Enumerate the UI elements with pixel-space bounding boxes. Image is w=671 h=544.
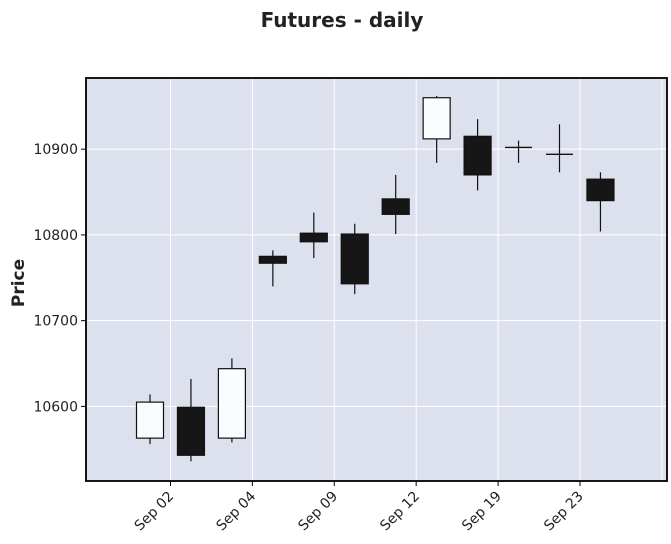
x-tick-label: Sep 04 bbox=[213, 488, 259, 534]
y-tick-label: 10800 bbox=[33, 228, 78, 244]
candle-up bbox=[505, 140, 533, 163]
candle-body bbox=[135, 401, 165, 439]
candle-down bbox=[258, 250, 287, 287]
x-tick-label: Sep 19 bbox=[459, 489, 505, 535]
candle-body bbox=[176, 406, 206, 456]
candle-up bbox=[422, 96, 451, 163]
y-axis-ticks: 10600 10700 10800 10900 bbox=[33, 142, 86, 415]
candle-body bbox=[586, 178, 615, 202]
candles bbox=[135, 96, 615, 462]
candle-down bbox=[299, 212, 328, 259]
x-tick-label: Sep 09 bbox=[295, 489, 341, 535]
candle-body bbox=[463, 135, 492, 176]
plot-frame bbox=[85, 77, 668, 482]
y-tick-label: 10900 bbox=[33, 142, 78, 158]
x-tick-label: Sep 02 bbox=[132, 489, 178, 535]
grid-lines bbox=[86, 78, 667, 481]
candle-down bbox=[340, 223, 369, 295]
candle-up bbox=[546, 124, 573, 173]
candle-body bbox=[258, 255, 287, 264]
x-tick-label: Sep 23 bbox=[541, 489, 587, 535]
candle-up bbox=[135, 394, 165, 445]
y-tick-label: 10600 bbox=[33, 399, 78, 415]
y-axis-label: Price bbox=[9, 259, 29, 307]
y-tick-label: 10700 bbox=[33, 314, 78, 330]
x-tick-label: Sep 12 bbox=[377, 489, 423, 535]
candle-down bbox=[586, 172, 615, 232]
candle-down bbox=[176, 378, 206, 462]
candle-down bbox=[381, 174, 410, 235]
candle-down bbox=[463, 119, 492, 191]
chart-title: Futures - daily bbox=[261, 8, 424, 32]
candle-body bbox=[217, 368, 246, 439]
candle-body bbox=[422, 97, 451, 140]
candle-body bbox=[381, 198, 410, 215]
x-axis-ticks: Sep 02 Sep 04 Sep 09 Sep 12 Sep 19 Sep 23 bbox=[132, 481, 587, 534]
candle-body bbox=[340, 233, 369, 285]
candle-up bbox=[217, 358, 246, 443]
candle-body bbox=[299, 232, 328, 243]
